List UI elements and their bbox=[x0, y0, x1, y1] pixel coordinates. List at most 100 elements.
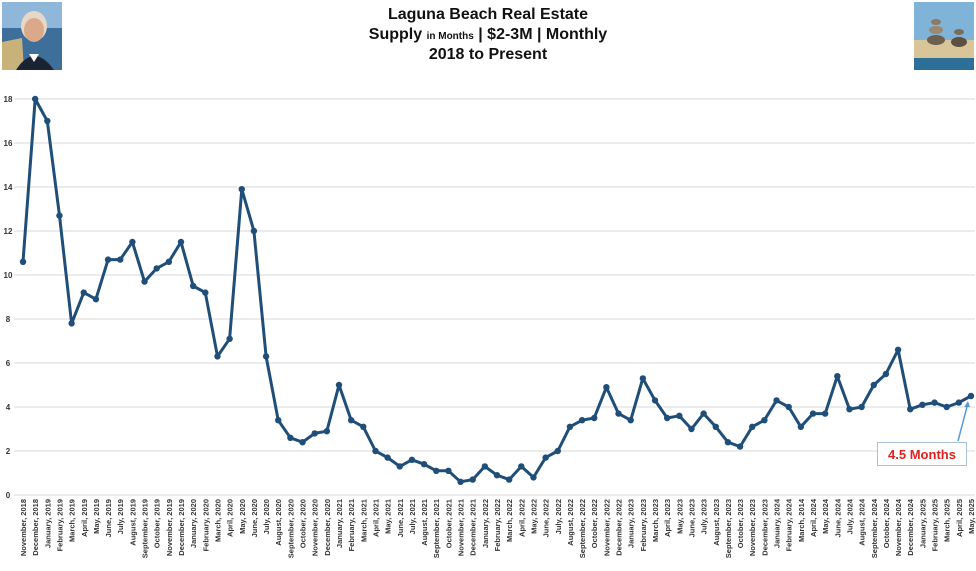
x-tick-label: April, 2021 bbox=[371, 499, 380, 537]
data-point bbox=[688, 425, 695, 433]
x-tick-label: July, 2021 bbox=[408, 499, 417, 534]
data-point bbox=[505, 476, 513, 483]
y-tick-label: 16 bbox=[4, 139, 13, 148]
x-tick-label: April, 2024 bbox=[809, 498, 818, 537]
x-tick-label: November, 2020 bbox=[311, 499, 320, 556]
data-point bbox=[809, 410, 817, 417]
data-point bbox=[347, 417, 355, 424]
x-tick-label: June, 2022 bbox=[542, 499, 551, 537]
data-point bbox=[177, 238, 185, 246]
data-point bbox=[724, 439, 732, 446]
data-point bbox=[31, 95, 39, 103]
x-tick-label: January, 2021 bbox=[335, 499, 344, 548]
data-point bbox=[420, 461, 428, 468]
subtitle-small: in Months bbox=[426, 31, 474, 42]
data-point bbox=[287, 434, 294, 441]
data-point bbox=[639, 375, 647, 382]
data-point bbox=[542, 454, 549, 461]
data-point bbox=[530, 474, 537, 481]
subtitle-post: | $2-3M | Monthly bbox=[473, 26, 608, 43]
x-tick-label: March, 2022 bbox=[505, 499, 514, 542]
data-point bbox=[372, 447, 379, 455]
x-tick-label: January, 2022 bbox=[481, 499, 490, 548]
agent-portrait-photo bbox=[2, 2, 62, 70]
y-tick-label: 10 bbox=[4, 271, 13, 280]
x-tick-label: September, 2020 bbox=[286, 499, 295, 558]
x-tick-label: October, 2023 bbox=[736, 499, 745, 548]
x-tick-label: May, 2022 bbox=[529, 499, 538, 534]
y-tick-label: 6 bbox=[6, 359, 11, 368]
x-tick-label: March, 2025 bbox=[943, 499, 952, 542]
data-point bbox=[141, 278, 148, 285]
data-point bbox=[250, 227, 258, 235]
chart-title: Laguna Beach Real Estate bbox=[387, 6, 589, 23]
data-point bbox=[262, 353, 270, 360]
x-tick-label: October, 2024 bbox=[882, 498, 891, 548]
x-tick-label: November, 2019 bbox=[165, 499, 174, 556]
data-point bbox=[360, 423, 367, 430]
data-point bbox=[238, 186, 245, 193]
x-tick-label: July, 2019 bbox=[116, 499, 125, 534]
data-point bbox=[846, 406, 853, 413]
callout-arrow bbox=[957, 401, 970, 442]
x-tick-label: December, 2018 bbox=[31, 499, 40, 556]
data-point bbox=[129, 238, 136, 246]
x-tick-label: July, 2022 bbox=[554, 499, 563, 534]
data-point bbox=[773, 397, 780, 404]
data-point bbox=[44, 117, 51, 125]
data-point bbox=[445, 467, 452, 474]
data-point bbox=[700, 410, 707, 417]
data-point bbox=[117, 256, 124, 263]
data-point bbox=[323, 428, 331, 435]
x-tick-label: August, 2023 bbox=[712, 499, 721, 546]
data-point bbox=[481, 463, 489, 470]
data-point bbox=[615, 410, 622, 417]
data-point bbox=[56, 212, 63, 219]
data-point bbox=[469, 476, 476, 483]
data-point bbox=[104, 256, 112, 263]
x-tick-label: February, 2024 bbox=[785, 498, 794, 551]
x-tick-label: January, 2025 bbox=[918, 499, 927, 548]
x-tick-label: February, 2019 bbox=[55, 499, 64, 551]
data-point bbox=[214, 353, 221, 360]
x-tick-label: March, 2019 bbox=[68, 499, 77, 542]
data-point bbox=[955, 399, 963, 406]
y-axis-tick-labels: 0 2 4 6 8 10 12 14 16 18 bbox=[4, 95, 13, 500]
data-point bbox=[518, 463, 525, 470]
data-point bbox=[676, 412, 683, 419]
x-tick-label: December, 2023 bbox=[760, 499, 769, 556]
x-tick-label: May, 2023 bbox=[675, 499, 684, 534]
x-tick-label: July, 2024 bbox=[845, 498, 854, 534]
x-tick-label: June, 2024 bbox=[833, 498, 842, 537]
data-point bbox=[834, 373, 841, 380]
y-tick-label: 8 bbox=[6, 315, 11, 324]
x-tick-label: December, 2021 bbox=[469, 499, 478, 556]
data-point bbox=[591, 414, 598, 422]
x-tick-label: May, 2021 bbox=[384, 499, 393, 534]
data-point bbox=[153, 265, 160, 272]
x-tick-label: February, 2025 bbox=[931, 499, 940, 551]
x-tick-label: May, 2020 bbox=[238, 499, 247, 534]
x-tick-label: December, 2022 bbox=[615, 499, 624, 556]
x-tick-label: May, 2024 bbox=[821, 498, 830, 534]
data-point bbox=[919, 401, 926, 408]
x-tick-label: October, 2021 bbox=[444, 499, 453, 548]
x-tick-label: August, 2020 bbox=[274, 499, 283, 546]
y-tick-label: 0 bbox=[6, 491, 11, 500]
data-point bbox=[384, 454, 391, 461]
x-tick-label: February, 2020 bbox=[201, 499, 210, 551]
current-value-callout: 4.5 Months bbox=[877, 442, 967, 466]
x-tick-label: June, 2023 bbox=[687, 499, 696, 537]
data-point bbox=[396, 463, 403, 470]
data-point bbox=[92, 296, 100, 303]
data-point bbox=[943, 403, 950, 411]
data-point bbox=[311, 430, 318, 437]
data-point bbox=[870, 381, 877, 389]
x-tick-label: April, 2019 bbox=[80, 499, 89, 537]
x-tick-label: July, 2023 bbox=[700, 499, 709, 534]
data-point bbox=[761, 417, 768, 424]
subtitle-pre: Supply bbox=[368, 26, 427, 43]
x-tick-label: January, 2020 bbox=[189, 499, 198, 548]
x-tick-label: March, 2020 bbox=[213, 499, 222, 542]
